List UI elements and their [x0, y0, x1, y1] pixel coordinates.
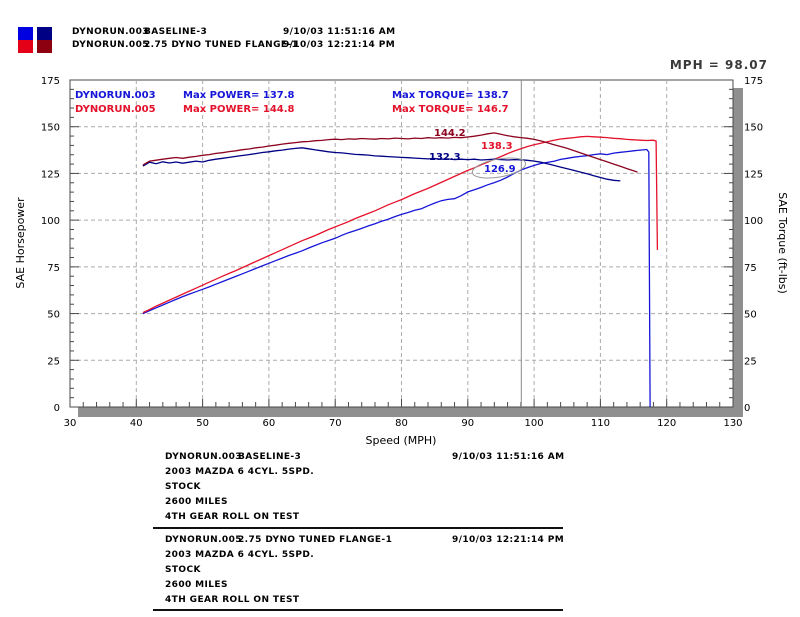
legend-run2-file[interactable]: DYNORUN.005: [75, 104, 156, 115]
legend-run1-torque: Max TORQUE= 138.7: [392, 90, 509, 101]
footer-run2-note1: STOCK: [165, 565, 201, 575]
run1-description: BASELINE-3: [144, 27, 208, 37]
plot-right-bevel: [733, 88, 743, 417]
header-run2-line: DYNORUN.0052.75 DYNO TUNED FLANGE-1 9/10…: [72, 40, 395, 50]
y-tick-label-left: 75: [47, 263, 60, 274]
footer-run1-description: BASELINE-3: [238, 452, 302, 462]
footer-run1-note3: 4TH GEAR ROLL ON TEST: [165, 512, 300, 522]
plot-bottom-bevel: [78, 407, 743, 417]
x-tick-label: 130: [723, 418, 742, 429]
run1-timestamp: 9/10/03 11:51:16 AM: [283, 27, 396, 37]
footer-run2-description: 2.75 DYNO TUNED FLANGE-1: [238, 535, 393, 545]
x-tick-label: 80: [395, 418, 408, 429]
footer-run2-note3: 4TH GEAR ROLL ON TEST: [165, 595, 300, 605]
y-tick-label-right: 100: [744, 216, 763, 227]
y-tick-label-left: 125: [41, 169, 60, 180]
cursor-value-torque-run2: 144.2: [434, 128, 466, 139]
header-run1-line: DYNORUN.003BASELINE-3 9/10/03 11:51:16 A…: [72, 27, 395, 37]
run1-power-color: [18, 27, 33, 40]
y-tick-label-right: 175: [744, 76, 763, 87]
run2-torque-color: [37, 40, 52, 53]
footer-run2-filename: DYNORUN.005: [165, 535, 242, 545]
x-tick-label: 70: [329, 418, 342, 429]
x-tick-label: 110: [591, 418, 610, 429]
cursor-value-highlight-ellipse: [471, 157, 527, 179]
x-tick-label: 40: [130, 418, 143, 429]
cursor-mph-readout: MPH = 98.07: [670, 58, 768, 72]
footer-run1-block: DYNORUN.003BASELINE-3 9/10/03 11:51:16 A…: [165, 452, 564, 527]
y-tick-label-left: 0: [54, 403, 60, 414]
footer-run1-filename: DYNORUN.003: [165, 452, 242, 462]
run2-filename: DYNORUN.005: [72, 40, 149, 50]
legend-run2-torque: Max TORQUE= 146.7: [392, 104, 509, 115]
y-tick-label-right: 125: [744, 169, 763, 180]
run1-color-swatch[interactable]: [18, 27, 33, 53]
cursor-value-power-run1: 126.9: [484, 164, 516, 175]
footer-run1-note2: 2600 MILES: [165, 497, 228, 507]
y-tick-label-right: 25: [744, 356, 757, 367]
curve-dynorun-005-power: [142, 135, 659, 314]
y-axis-left-title: SAE Horsepower: [14, 197, 27, 289]
y-tick-label-right: 75: [744, 263, 757, 274]
run1-torque-color: [37, 27, 52, 40]
x-tick-label: 60: [263, 418, 276, 429]
footer-run2-timestamp: 9/10/03 12:21:14 PM: [452, 535, 565, 545]
footer-separator-2: [153, 609, 563, 611]
legend-run1-file[interactable]: DYNORUN.003: [75, 90, 156, 101]
y-tick-label-right: 50: [744, 310, 757, 321]
x-tick-label: 120: [657, 418, 676, 429]
y-tick-label-left: 25: [47, 356, 60, 367]
curve-dynorun-003-power: [142, 148, 651, 408]
run2-power-color: [18, 40, 33, 53]
y-tick-label-left: 150: [41, 123, 60, 134]
curve-dynorun-003-torque: [142, 147, 621, 182]
curve-dynorun-005-torque: [142, 132, 638, 173]
legend-run1-power: Max POWER= 137.8: [183, 90, 295, 101]
y-tick-label-right: 0: [744, 403, 750, 414]
cursor-value-power-run2: 138.3: [481, 141, 513, 152]
footer-run2-vehicle: 2003 MAZDA 6 4CYL. 5SPD.: [165, 550, 315, 560]
y-axis-right-title: SAE Torque (ft-lbs): [776, 192, 789, 294]
footer-run1-vehicle: 2003 MAZDA 6 4CYL. 5SPD.: [165, 467, 315, 477]
y-tick-label-left: 50: [47, 310, 60, 321]
y-tick-label-right: 150: [744, 123, 763, 134]
y-tick-label-left: 100: [41, 216, 60, 227]
x-tick-label: 30: [64, 418, 77, 429]
footer-separator-1: [153, 527, 563, 529]
legend-run2-power: Max POWER= 144.8: [183, 104, 295, 115]
run2-timestamp: 9/10/03 12:21:14 PM: [283, 40, 396, 50]
run1-filename: DYNORUN.003: [72, 27, 149, 37]
footer-run1-timestamp: 9/10/03 11:51:16 AM: [452, 452, 565, 462]
x-axis-title: Speed (MPH): [366, 434, 437, 447]
run2-color-swatch[interactable]: [37, 27, 52, 53]
x-tick-label: 50: [196, 418, 209, 429]
x-tick-label: 100: [525, 418, 544, 429]
y-tick-label-left: 175: [41, 76, 60, 87]
cursor-value-torque-run1: 132.3: [429, 152, 461, 163]
footer-run1-note1: STOCK: [165, 482, 201, 492]
run2-description: 2.75 DYNO TUNED FLANGE-1: [144, 40, 299, 50]
footer-run2-note2: 2600 MILES: [165, 580, 228, 590]
footer-run2-block: DYNORUN.0052.75 DYNO TUNED FLANGE-1 9/10…: [165, 535, 564, 610]
x-tick-label: 90: [461, 418, 474, 429]
